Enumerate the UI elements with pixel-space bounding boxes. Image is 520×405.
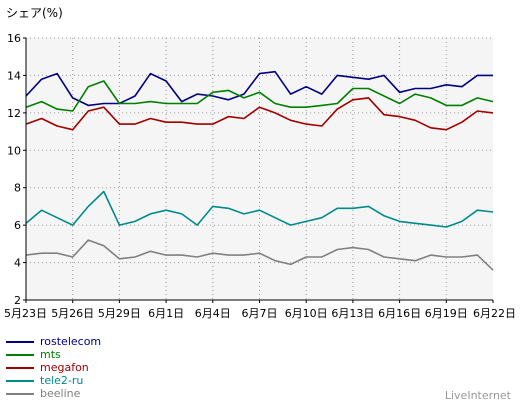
legend-swatch bbox=[6, 353, 34, 356]
x-tick-label: 6月22日 bbox=[473, 307, 516, 320]
y-tick-label: 8 bbox=[14, 182, 21, 195]
x-tick-label: 5月29日 bbox=[98, 307, 141, 320]
y-tick-label: 12 bbox=[7, 107, 21, 120]
legend-label: beeline bbox=[40, 387, 81, 400]
legend-swatch bbox=[6, 340, 34, 343]
y-tick-label: 14 bbox=[7, 69, 21, 82]
y-tick-labels: 2 4 6 8 10 12 14 16 bbox=[7, 32, 26, 307]
legend-swatch bbox=[6, 379, 34, 382]
y-tick-label: 6 bbox=[14, 219, 21, 232]
plot-area bbox=[26, 38, 493, 300]
x-tick-label: 5月23日 bbox=[4, 307, 47, 320]
y-tick-label: 16 bbox=[7, 32, 21, 45]
legend-swatch bbox=[6, 366, 34, 369]
x-tick-label: 6月10日 bbox=[285, 307, 328, 320]
x-tick-label: 6月4日 bbox=[195, 307, 231, 320]
series-line-mts bbox=[25, 80, 494, 112]
x-tick-labels: 5月23日 5月26日 5月29日 6月1日 6月4日 6月7日 6月10日 6月13日 6月1… bbox=[4, 300, 516, 320]
legend-label: tele2-ru bbox=[40, 374, 84, 387]
legend-label: mts bbox=[40, 348, 61, 361]
y-tick-label: 2 bbox=[14, 294, 21, 307]
y-tick-label: 10 bbox=[7, 144, 21, 157]
series-line-beeline bbox=[25, 239, 494, 271]
legend-swatch bbox=[6, 392, 34, 395]
series-line-tele2-ru bbox=[25, 190, 494, 228]
legend-item-rostelecom: rostelecom bbox=[6, 335, 101, 348]
line-chart: シェア(%) 2 4 6 8 10 12 14 16 5月23日 5月26日 5月29日 6月1日 6… bbox=[4, 6, 516, 320]
legend: rostelecom mts megafon tele2-ru beeline bbox=[6, 335, 101, 400]
legend-item-megafon: megafon bbox=[6, 361, 101, 374]
y-axis-label: シェア(%) bbox=[6, 6, 63, 20]
x-tick-label: 6月7日 bbox=[242, 307, 278, 320]
x-tick-label: 6月1日 bbox=[148, 307, 184, 320]
x-tick-label: 5月26日 bbox=[51, 307, 94, 320]
series-line-rostelecom bbox=[25, 70, 493, 107]
credit-label: LiveInternet bbox=[444, 389, 511, 402]
legend-label: megafon bbox=[40, 361, 89, 374]
x-tick-label: 6月13日 bbox=[331, 307, 374, 320]
series-lines bbox=[25, 70, 494, 271]
series-line-megafon bbox=[25, 97, 494, 131]
legend-label: rostelecom bbox=[40, 335, 102, 348]
legend-item-tele2-ru: tele2-ru bbox=[6, 374, 101, 387]
legend-item-mts: mts bbox=[6, 348, 101, 361]
y-tick-label: 4 bbox=[14, 257, 21, 270]
x-tick-label: 6月16日 bbox=[378, 307, 421, 320]
legend-item-beeline: beeline bbox=[6, 387, 101, 400]
x-tick-label: 6月19日 bbox=[425, 307, 468, 320]
